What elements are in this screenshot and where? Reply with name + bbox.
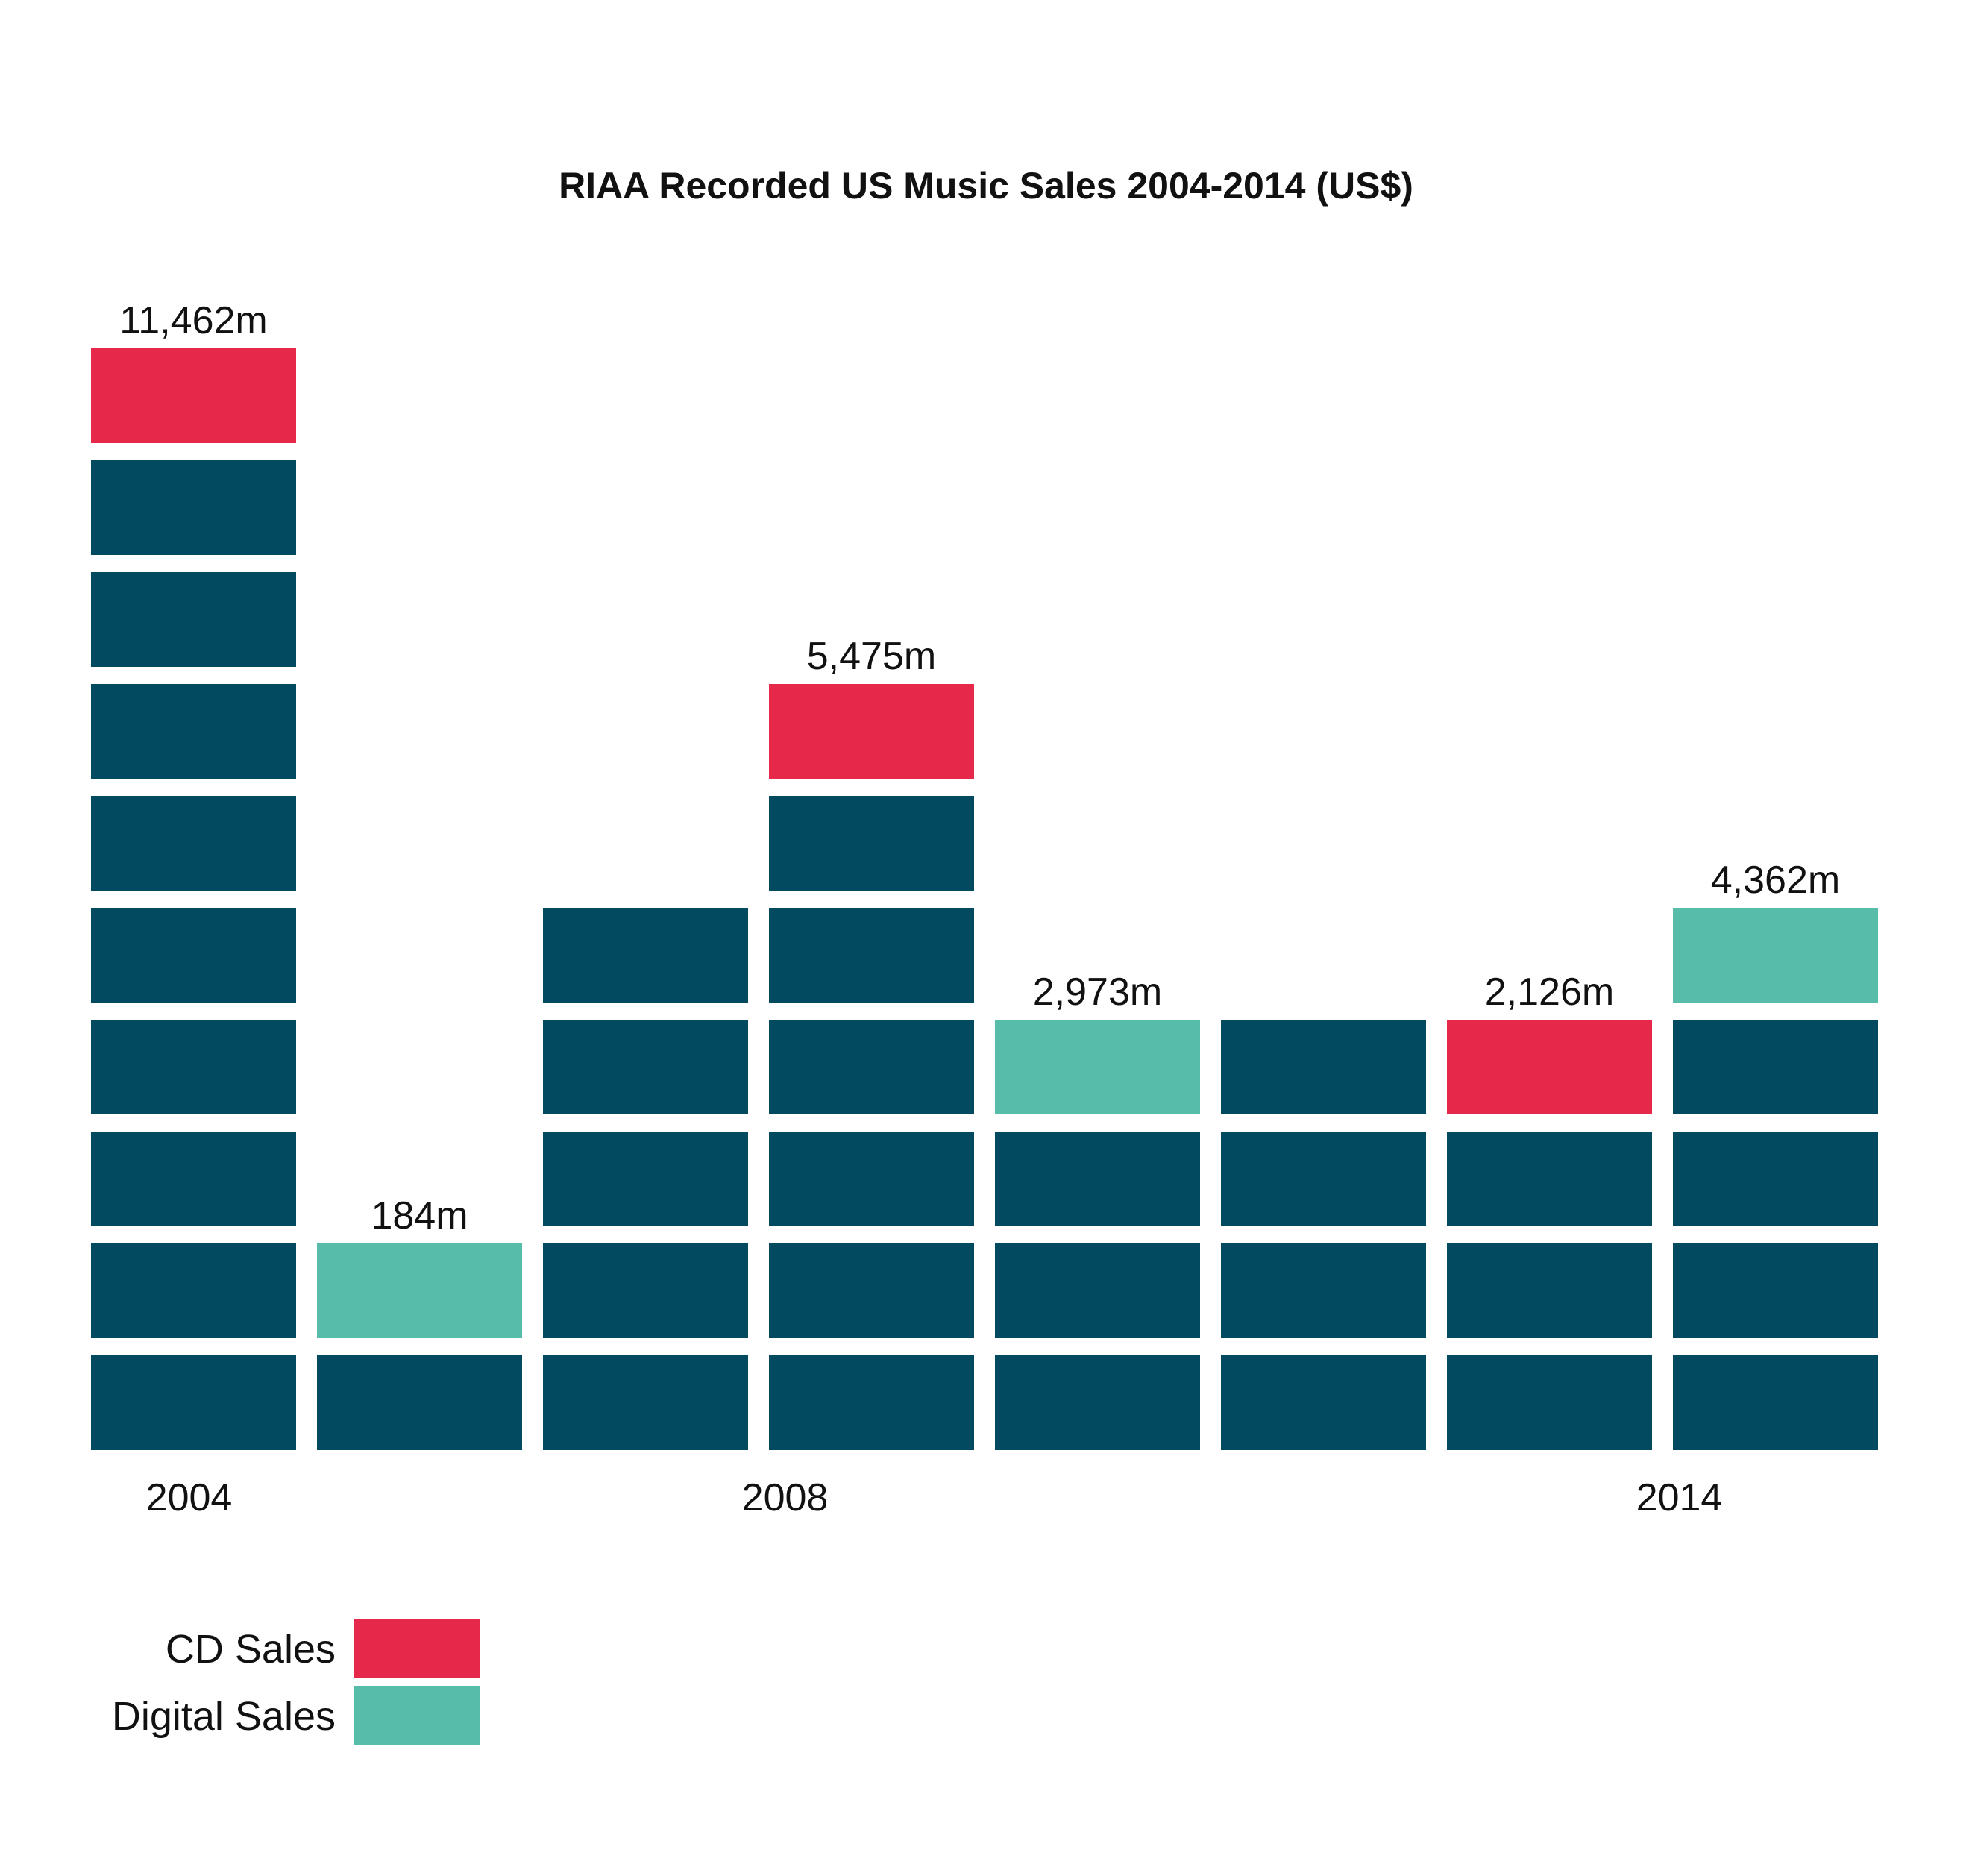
- bar-block-0-4: [91, 908, 296, 1003]
- bar-block-2-4: [543, 908, 748, 1003]
- chart-title: RIAA Recorded US Music Sales 2004-2014 (…: [559, 165, 1413, 207]
- bar-block-0-5: [91, 796, 296, 891]
- bar-block-0-8: [91, 460, 296, 555]
- bar-block-0-2: [91, 1132, 296, 1226]
- bar-block-5-3: [1221, 1020, 1426, 1114]
- bar-block-1-0: [317, 1355, 522, 1450]
- data-label-1: 184m: [371, 1194, 468, 1237]
- bar-block-2-0: [543, 1355, 748, 1450]
- bar-block-3-6: [769, 684, 974, 779]
- data-label-7: 4,362m: [1711, 859, 1840, 902]
- bar-block-4-0: [995, 1355, 1200, 1450]
- bar-block-7-3: [1673, 1020, 1878, 1114]
- bar-block-0-0: [91, 1355, 296, 1450]
- legend-label-cd-sales: CD Sales: [165, 1627, 336, 1672]
- bar-block-2-3: [543, 1020, 748, 1114]
- bar-block-3-1: [769, 1243, 974, 1338]
- bar-block-7-1: [1673, 1243, 1878, 1338]
- bar-block-3-3: [769, 1020, 974, 1114]
- bar-block-5-0: [1221, 1355, 1426, 1450]
- bar-block-5-1: [1221, 1243, 1426, 1338]
- bar-block-4-2: [995, 1132, 1200, 1226]
- bar-block-0-3: [91, 1020, 296, 1114]
- legend-swatch-cd-sales: [354, 1619, 480, 1678]
- bar-block-3-2: [769, 1132, 974, 1226]
- x-tick-label-2004: 2004: [146, 1476, 233, 1519]
- legend-label-digital-sales: Digital Sales: [111, 1694, 336, 1739]
- bar-block-3-4: [769, 908, 974, 1003]
- legend-item-cd-sales: CD Sales: [90, 1619, 480, 1678]
- data-label-0: 11,462m: [119, 299, 268, 342]
- bar-block-5-2: [1221, 1132, 1426, 1226]
- bar-block-0-6: [91, 684, 296, 779]
- bar-block-2-2: [543, 1132, 748, 1226]
- bar-block-3-5: [769, 796, 974, 891]
- data-label-4: 2,973m: [1033, 970, 1162, 1014]
- bar-block-6-0: [1447, 1355, 1652, 1450]
- data-label-6: 2,126m: [1485, 970, 1614, 1014]
- bar-block-6-2: [1447, 1132, 1652, 1226]
- legend-item-digital-sales: Digital Sales: [90, 1686, 480, 1745]
- bar-block-7-4: [1673, 908, 1878, 1003]
- legend-swatch-digital-sales: [354, 1686, 480, 1745]
- bar-block-4-3: [995, 1020, 1200, 1114]
- bar-block-7-2: [1673, 1132, 1878, 1226]
- data-label-3: 5,475m: [807, 635, 936, 678]
- bar-block-2-1: [543, 1243, 748, 1338]
- bar-block-7-0: [1673, 1355, 1878, 1450]
- x-tick-label-2014: 2014: [1636, 1476, 1723, 1519]
- bar-block-0-9: [91, 348, 296, 443]
- bar-block-6-3: [1447, 1020, 1652, 1114]
- bar-block-1-1: [317, 1243, 522, 1338]
- bar-block-3-0: [769, 1355, 974, 1450]
- bar-block-0-1: [91, 1243, 296, 1338]
- bar-block-4-1: [995, 1243, 1200, 1338]
- bar-block-0-7: [91, 572, 296, 667]
- bar-block-6-1: [1447, 1243, 1652, 1338]
- x-tick-label-2008: 2008: [742, 1476, 829, 1519]
